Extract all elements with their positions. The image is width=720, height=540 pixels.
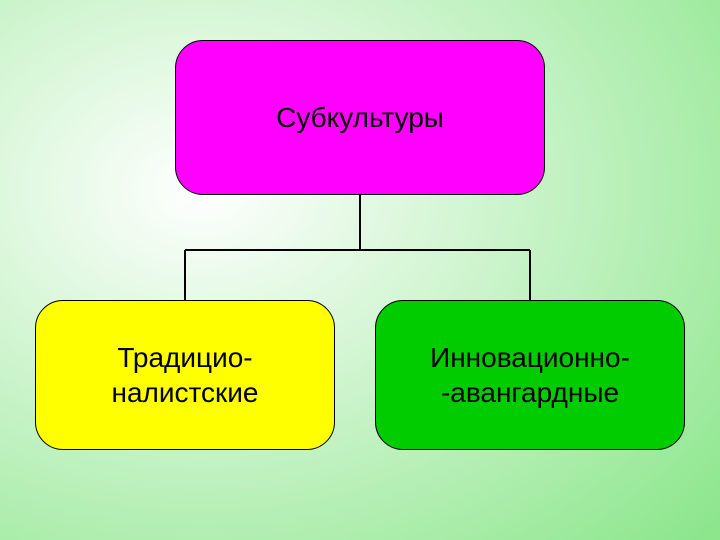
connector-hbar xyxy=(185,249,530,251)
node-root-label: Субкультуры xyxy=(276,100,444,135)
node-root: Субкультуры xyxy=(175,40,545,195)
node-right-label: Инновационно--авангардные xyxy=(430,340,630,410)
connector-left-drop xyxy=(184,250,186,300)
node-right: Инновационно--авангардные xyxy=(375,300,685,450)
connector-trunk xyxy=(359,195,361,250)
node-left-label: Традицио-налистские xyxy=(112,340,259,410)
node-left: Традицио-налистские xyxy=(35,300,335,450)
connector-right-drop xyxy=(529,250,531,300)
